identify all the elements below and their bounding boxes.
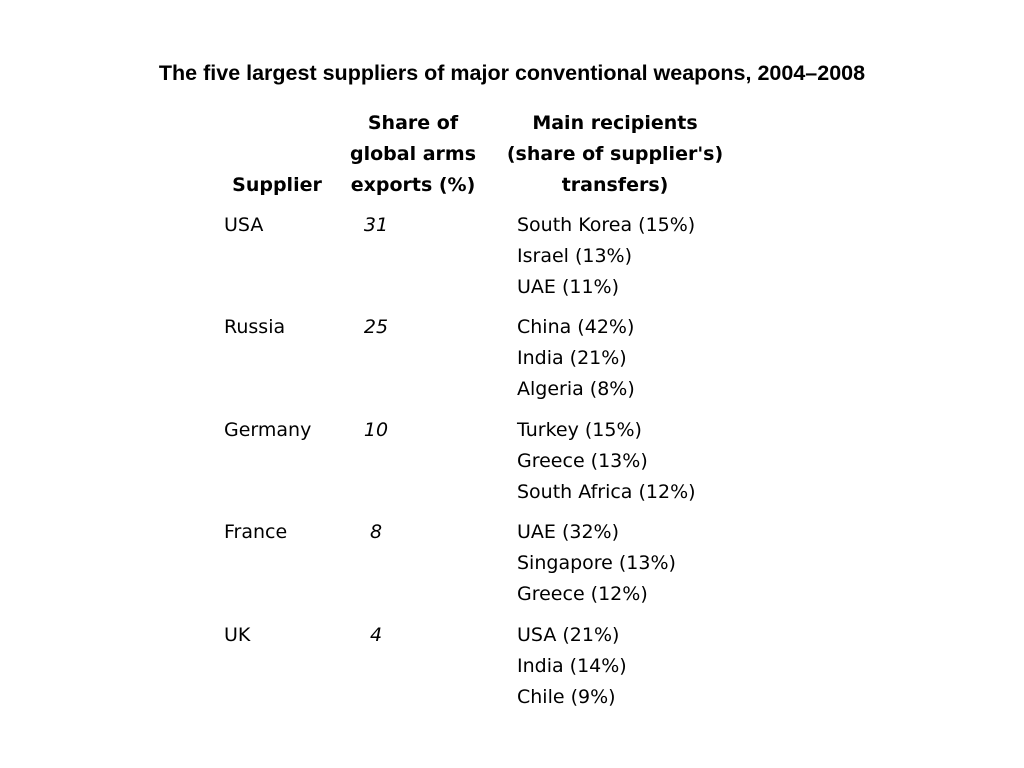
recipient-item: Algeria (8%) <box>517 378 635 400</box>
recipients-cell: USA (21%) India (14%) Chile (9%) <box>517 620 627 713</box>
recipients-cell: UAE (32%) Singapore (13%) Greece (12%) <box>517 517 676 610</box>
recipient-item: India (14%) <box>517 655 627 677</box>
share-cell: 25 <box>363 316 389 338</box>
header-supplier: Supplier <box>218 170 336 201</box>
recipient-item: Chile (9%) <box>517 686 616 708</box>
recipient-item: India (21%) <box>517 347 627 369</box>
recipients-cell: South Korea (15%) Israel (13%) UAE (11%) <box>517 210 695 303</box>
header-recipients-line-1: Main recipients <box>532 112 698 134</box>
table-row-uk: UK 4 USA (21%) India (14%) Chile (9%) <box>0 620 1024 716</box>
share-cell: 8 <box>369 521 383 543</box>
header-recipients-line-3: transfers) <box>561 174 669 196</box>
recipient-item: Singapore (13%) <box>517 552 676 574</box>
recipient-item: Greece (13%) <box>517 450 648 472</box>
slide-title: The five largest suppliers of major conv… <box>158 61 866 85</box>
share-cell: 4 <box>369 624 383 646</box>
table-row-usa: USA 31 South Korea (15%) Israel (13%) UA… <box>0 210 1024 306</box>
header-recipients-line-2: (share of supplier's) <box>506 143 724 165</box>
supplier-cell: USA <box>224 214 264 236</box>
supplier-cell: France <box>224 521 288 543</box>
supplier-cell: Germany <box>224 419 312 441</box>
table-row-russia: Russia 25 China (42%) India (21%) Algeri… <box>0 312 1024 408</box>
recipient-item: Greece (12%) <box>517 583 648 605</box>
table-row-france: France 8 UAE (32%) Singapore (13%) Greec… <box>0 517 1024 613</box>
header-share-line-1: Share of <box>367 112 459 134</box>
share-cell: 31 <box>363 214 389 236</box>
header-supplier-label: Supplier <box>232 174 322 196</box>
recipient-item: Israel (13%) <box>517 245 633 267</box>
recipient-item: UAE (11%) <box>517 276 620 298</box>
recipient-item: USA (21%) <box>517 624 620 646</box>
recipients-cell: Turkey (15%) Greece (13%) South Africa (… <box>517 415 696 508</box>
recipient-item: UAE (32%) <box>517 521 620 543</box>
header-share-line-2: global arms <box>349 143 476 165</box>
supplier-cell: UK <box>224 624 251 646</box>
recipient-item: China (42%) <box>517 316 635 338</box>
share-cell: 10 <box>363 419 389 441</box>
table-row-germany: Germany 10 Turkey (15%) Greece (13%) Sou… <box>0 415 1024 511</box>
header-share: Share of global arms exports (%) <box>338 108 488 201</box>
header-recipients: Main recipients (share of supplier's) tr… <box>490 108 740 201</box>
supplier-cell: Russia <box>224 316 286 338</box>
recipients-cell: China (42%) India (21%) Algeria (8%) <box>517 312 635 405</box>
header-share-line-3: exports (%) <box>350 174 476 196</box>
recipient-item: Turkey (15%) <box>517 419 642 441</box>
recipient-item: South Africa (12%) <box>517 481 696 503</box>
recipient-item: South Korea (15%) <box>517 214 696 236</box>
